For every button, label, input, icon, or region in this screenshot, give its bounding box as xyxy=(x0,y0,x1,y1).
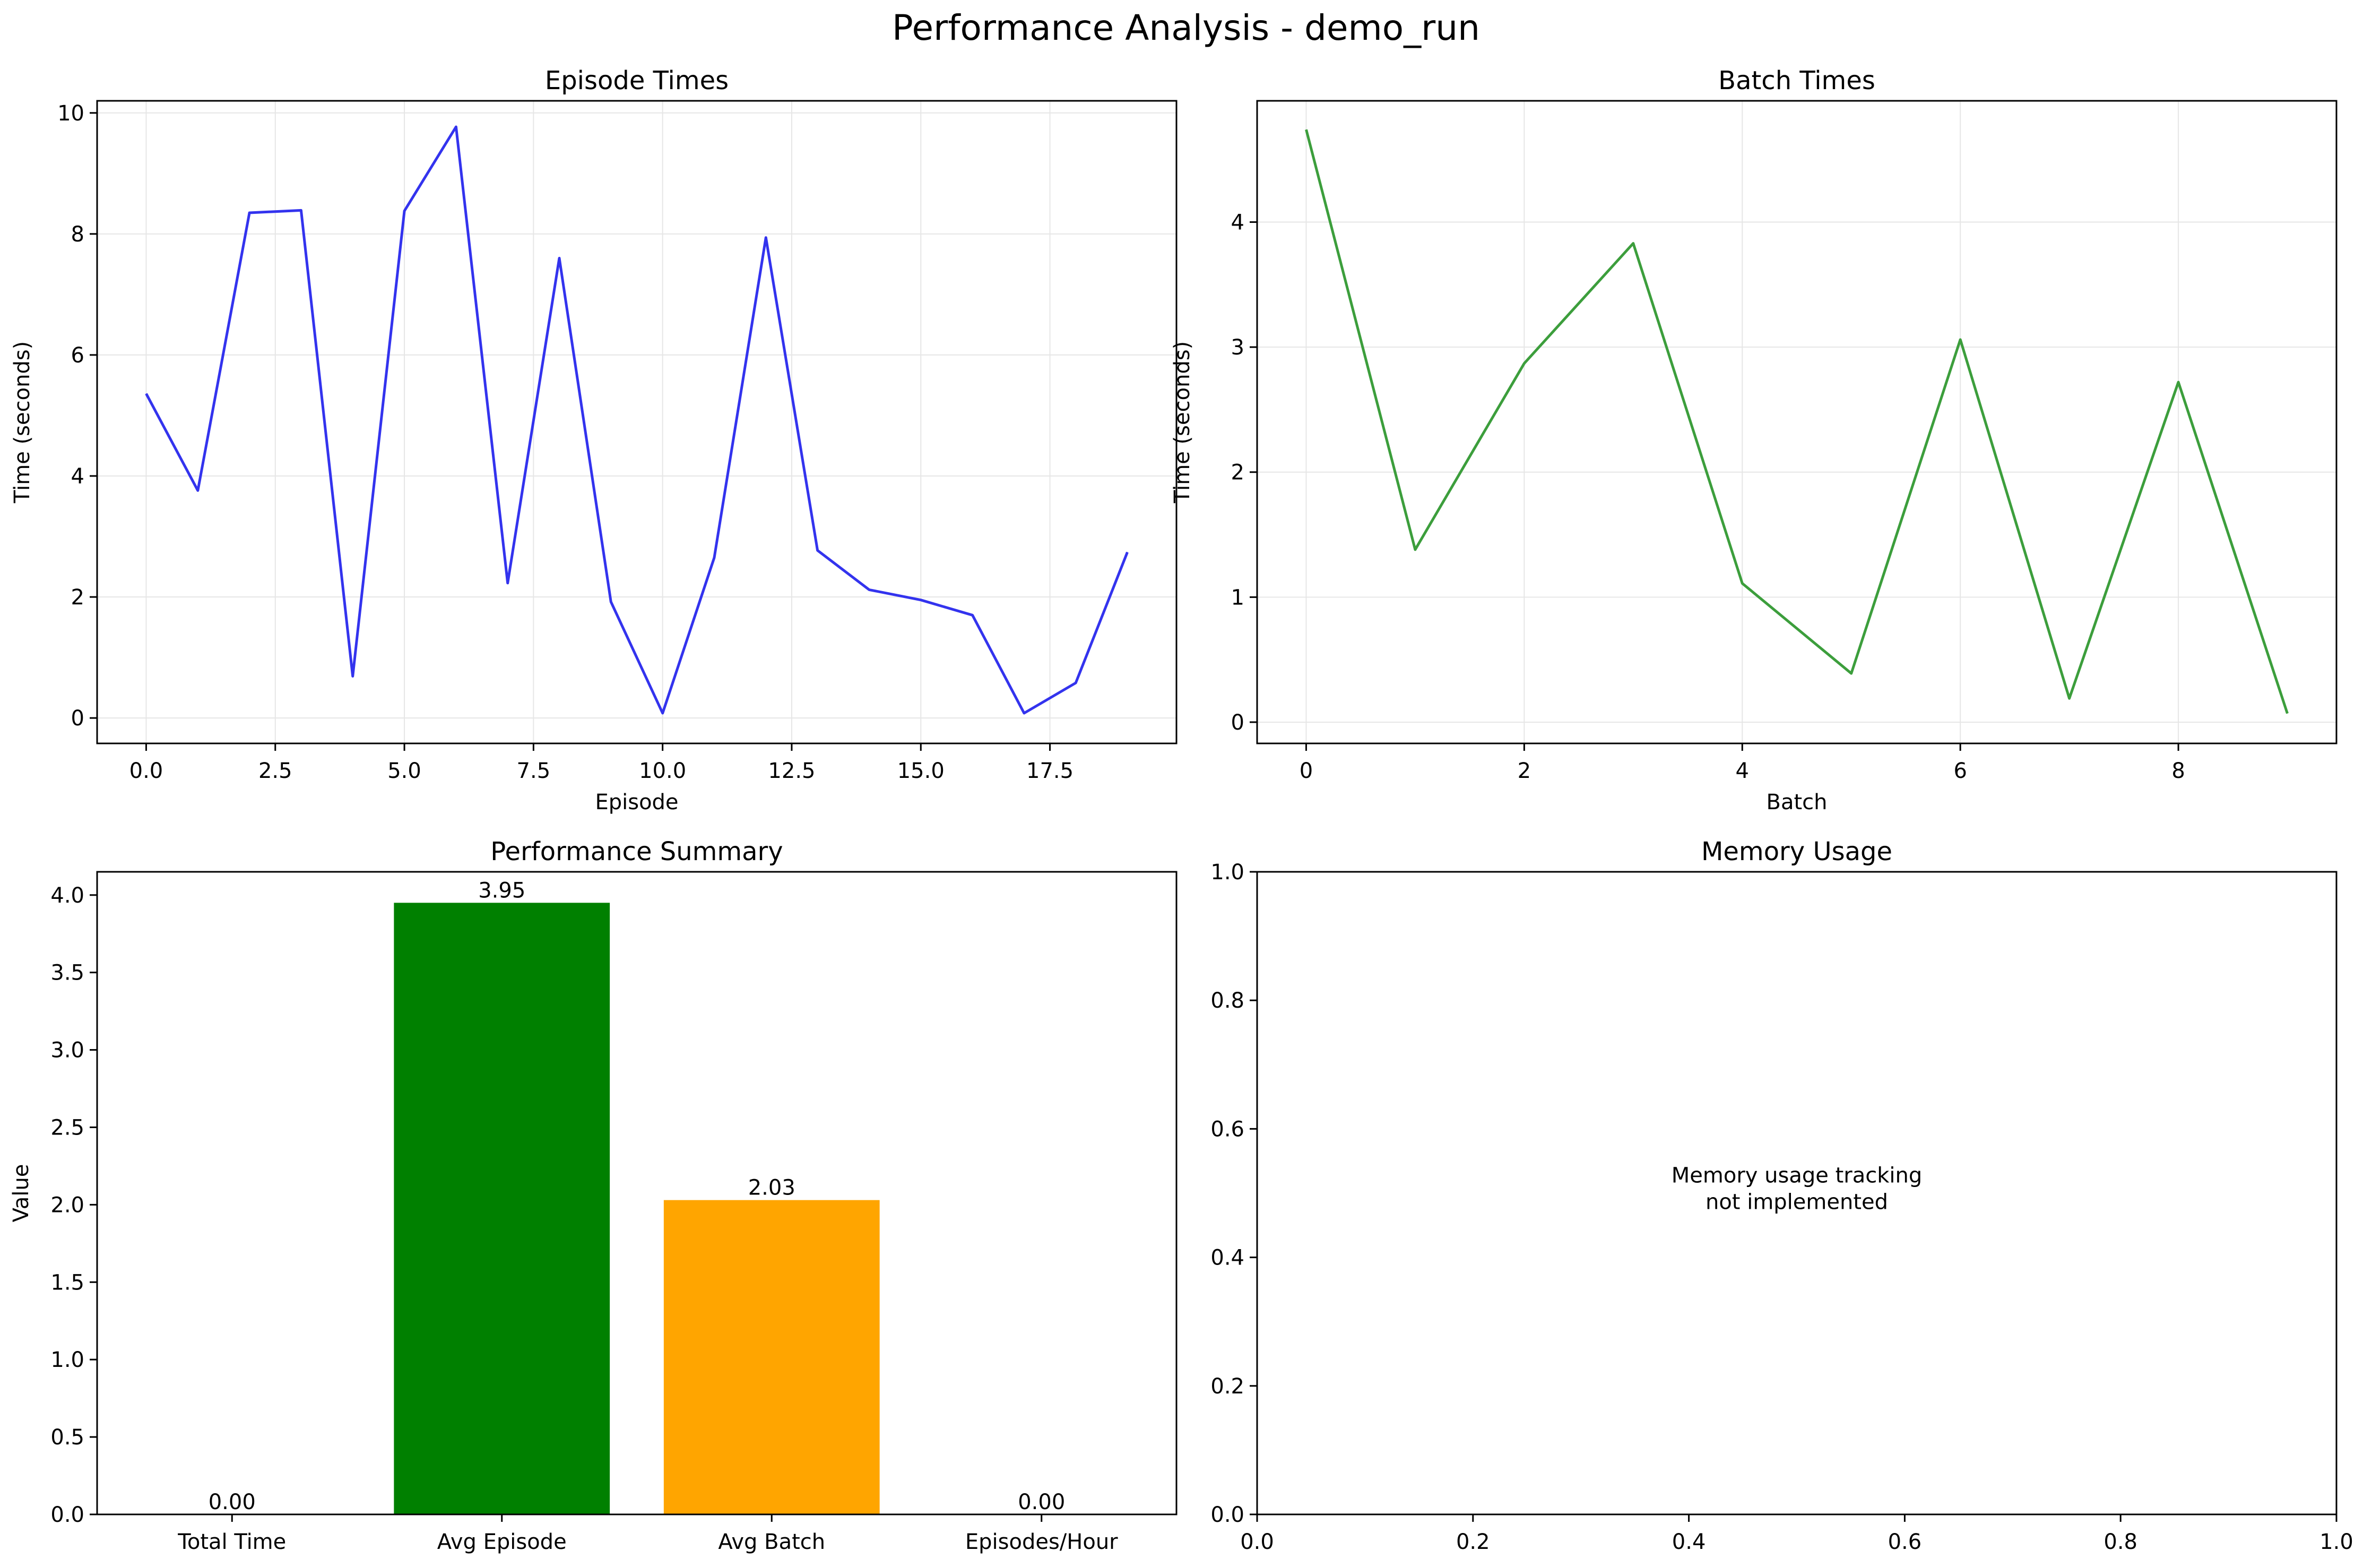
y-tick-label: 0.0 xyxy=(50,1503,84,1527)
y-tick-label: 2 xyxy=(1231,461,1244,485)
x-tick-label: 2.5 xyxy=(258,759,292,783)
y-tick-label: 0 xyxy=(71,706,84,731)
x-tick-label: 10.0 xyxy=(639,759,686,783)
y-tick-label: 0.4 xyxy=(1210,1246,1244,1270)
x-tick-label: 0.0 xyxy=(1240,1530,1274,1554)
y-axis-label: Value xyxy=(9,1164,33,1223)
data-point xyxy=(1742,583,1743,584)
y-tick-label: 8 xyxy=(71,222,84,247)
bar-value-label: 3.95 xyxy=(478,878,525,903)
x-tick-label: Episodes/Hour xyxy=(965,1530,1118,1554)
data-point xyxy=(2178,382,2179,383)
y-tick-label: 10 xyxy=(57,101,84,126)
x-tick-label: 17.5 xyxy=(1026,759,1074,783)
panel-title: Batch Times xyxy=(1718,66,1875,96)
y-tick-label: 0.2 xyxy=(1210,1374,1244,1399)
panel-batch: 0 1 2 3 4 0 2 4 6 8 Batch Times Batch Time (seconds) xyxy=(1170,66,2338,815)
axes-frame xyxy=(1256,100,2338,744)
panel-memory: 0.0 0.2 0.4 0.6 0.8 1.0 0.0 0.2 0.4 0.6 0.8 1.0 Memo… xyxy=(1210,837,2353,1554)
axes-frame xyxy=(1256,871,2338,1515)
panel-summary: 0.00 3.95 2.03 0.00 0.0 0.5 1.0 1.5 2.0 2.5 3.0 3.5… xyxy=(9,837,1178,1554)
y-tick-label: 2 xyxy=(71,585,84,610)
y-tick-label: 1.0 xyxy=(1210,860,1244,885)
panel-title: Episode Times xyxy=(545,66,729,96)
data-point xyxy=(2069,698,2070,699)
data-point xyxy=(352,675,353,677)
panel-episode: 0 2 4 6 8 10 0.0 2.5 5.0 7.5 10.0 12.5 15.0 17.5 Episo… xyxy=(10,66,1178,815)
x-tick-label: Avg Episode xyxy=(437,1530,567,1554)
x-tick-label: 6 xyxy=(1953,759,1967,783)
y-axis-label: Time (seconds) xyxy=(10,341,34,504)
x-tick-label: 7.5 xyxy=(517,759,551,783)
x-tick-label: 1.0 xyxy=(2319,1530,2353,1554)
x-tick-label: Avg Batch xyxy=(718,1530,825,1554)
y-tick-label: 4 xyxy=(71,464,84,489)
x-tick-label: 0.4 xyxy=(1672,1530,1706,1554)
y-tick-label: 3 xyxy=(1231,335,1244,360)
y-tick-label: 4.0 xyxy=(50,883,84,908)
series-line xyxy=(1305,129,2289,714)
x-tick-label: 0.8 xyxy=(2103,1530,2137,1554)
x-tick-label: Total Time xyxy=(177,1530,286,1554)
y-tick-label: 4 xyxy=(1231,211,1244,235)
panel-title: Memory Usage xyxy=(1701,837,1892,867)
annotation-text: not implemented xyxy=(1706,1190,1888,1215)
panel-title: Performance Summary xyxy=(490,837,783,867)
x-tick-label: 0.6 xyxy=(1888,1530,1922,1554)
axes-frame xyxy=(96,871,1178,1515)
data-point xyxy=(817,550,818,551)
y-tick-label: 0.8 xyxy=(1210,989,1244,1013)
x-tick-label: 4 xyxy=(1736,759,1749,783)
figure-title: Performance Analysis - demo_run xyxy=(892,7,1480,48)
series-line xyxy=(145,125,1129,715)
x-tick-label: 2 xyxy=(1518,759,1531,783)
y-tick-label: 2.0 xyxy=(50,1193,84,1217)
bar-avg-episode xyxy=(394,903,610,1514)
y-tick-label: 6 xyxy=(71,343,84,368)
data-point xyxy=(197,490,198,491)
x-tick-label: 5.0 xyxy=(387,759,421,783)
y-tick-label: 3.5 xyxy=(50,961,84,985)
y-tick-label: 1 xyxy=(1231,585,1244,610)
bar-avg-batch xyxy=(663,1200,880,1514)
bar-value-label: 0.00 xyxy=(209,1490,256,1514)
x-tick-label: 0.0 xyxy=(129,759,163,783)
data-point xyxy=(972,614,973,616)
x-tick-label: 0.2 xyxy=(1456,1530,1490,1554)
bar-value-label: 2.03 xyxy=(748,1176,795,1200)
y-tick-label: 0 xyxy=(1231,711,1244,735)
annotation-text: Memory usage tracking xyxy=(1672,1164,1922,1188)
y-tick-label: 0.0 xyxy=(1210,1503,1244,1527)
x-axis-label: Batch xyxy=(1767,790,1828,815)
x-tick-label: 0 xyxy=(1300,759,1313,783)
data-point xyxy=(249,212,250,213)
x-axis-label: Episode xyxy=(595,790,678,815)
x-tick-label: 12.5 xyxy=(768,759,815,783)
x-tick-label: 8 xyxy=(2171,759,2185,783)
data-point xyxy=(2287,713,2288,714)
y-tick-label: 0.5 xyxy=(50,1425,84,1450)
y-axis-label: Time (seconds) xyxy=(1170,341,1194,504)
bar-value-label: 0.00 xyxy=(1018,1490,1065,1514)
y-tick-label: 3.0 xyxy=(50,1038,84,1063)
y-tick-label: 1.5 xyxy=(50,1270,84,1295)
x-tick-label: 15.0 xyxy=(897,759,945,783)
y-tick-label: 2.5 xyxy=(50,1115,84,1140)
axes-frame xyxy=(96,100,1178,744)
y-tick-label: 1.0 xyxy=(50,1348,84,1372)
y-tick-label: 0.6 xyxy=(1210,1117,1244,1141)
